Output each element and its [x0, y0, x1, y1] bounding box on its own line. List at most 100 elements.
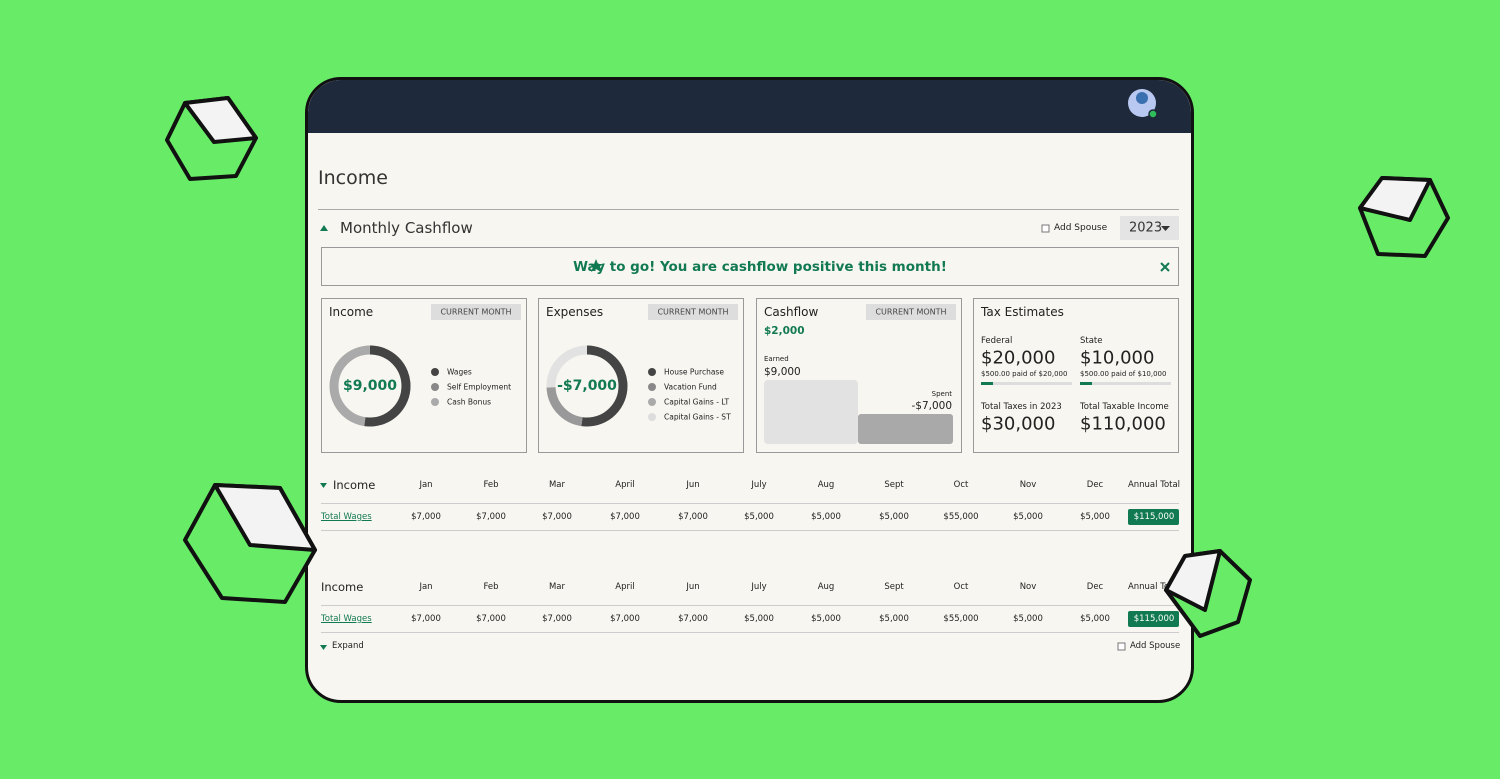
cell: $7,000 [678, 614, 708, 624]
total-label: Total Taxes in 2023 [981, 402, 1062, 412]
cell: $5,000 [811, 614, 841, 624]
card [756, 298, 962, 453]
column-header: Mar [548, 480, 566, 490]
column-header: July [751, 582, 767, 592]
page-title: Income [318, 167, 388, 189]
column-header: Oct [953, 582, 969, 592]
legend-dot [431, 383, 439, 391]
filter-label[interactable]: CURRENT MONTH [440, 307, 512, 317]
banner [321, 247, 1179, 286]
column-header: Feb [483, 582, 499, 592]
column-header: Aug [817, 582, 835, 592]
card [973, 298, 1179, 453]
filter-label[interactable]: CURRENT MONTH [657, 307, 729, 317]
column-header: Dec [1086, 582, 1104, 592]
cell: $5,000 [744, 512, 774, 522]
cell: $55,000 [943, 614, 979, 624]
tax-value: $10,000 [1080, 347, 1155, 369]
legend-dot [648, 368, 656, 376]
card-title: Income [329, 305, 374, 319]
column-header: Sept [884, 582, 904, 592]
total-label: Total Taxable Income [1080, 402, 1169, 412]
legend-dot [648, 398, 656, 406]
column-header: Feb [483, 480, 499, 490]
column-header: July [751, 480, 767, 490]
divider [318, 209, 1179, 210]
row-line [321, 632, 1179, 633]
cell: $5,000 [1080, 614, 1110, 624]
column-header: Jun [686, 480, 700, 490]
checkbox-label[interactable]: Add Spouse [1054, 223, 1108, 233]
card-title: Expenses [546, 305, 604, 319]
cell: $5,000 [1013, 614, 1043, 624]
cell: $55,000 [943, 512, 979, 522]
cell: $7,000 [610, 512, 640, 522]
row-label[interactable]: Total Wages [321, 512, 372, 522]
year[interactable]: 2023 [1129, 220, 1163, 236]
total-badge [1128, 509, 1179, 525]
cell: $7,000 [542, 512, 572, 522]
legend-label: Capital Gains - LT [664, 397, 730, 407]
card [321, 298, 527, 453]
earned-value: $9,000 [764, 366, 801, 378]
banner-text: Way to go! You are cashflow positive thi… [573, 259, 947, 275]
cell: $7,000 [476, 614, 506, 624]
legend-dot [431, 398, 439, 406]
column-header: April [615, 582, 635, 592]
column-header: Jan [419, 582, 433, 592]
earned-label: Earned [764, 355, 789, 363]
cell: $5,000 [879, 512, 909, 522]
section-title[interactable]: Monthly Cashflow [340, 219, 473, 237]
annual-total: $115,000 [1133, 512, 1175, 522]
column-header: Nov [1019, 480, 1037, 490]
filter [866, 304, 956, 320]
top-bar [308, 80, 1191, 133]
column-header: Oct [953, 480, 969, 490]
column-header: Sept [884, 480, 904, 490]
cell: $7,000 [476, 512, 506, 522]
total-value: $30,000 [981, 413, 1056, 435]
legend-dot [431, 368, 439, 376]
filter-label[interactable]: CURRENT MONTH [875, 307, 947, 317]
column-header: Nov [1019, 582, 1037, 592]
cell: $5,000 [1013, 512, 1043, 522]
row-line [321, 503, 1179, 504]
cell: $5,000 [879, 614, 909, 624]
cell: $5,000 [1080, 512, 1110, 522]
cell: $7,000 [411, 614, 441, 624]
legend-dot [648, 383, 656, 391]
legend-label: Capital Gains - ST [664, 412, 731, 422]
cell: $5,000 [811, 512, 841, 522]
spent-value: -$7,000 [911, 400, 952, 412]
legend-label: Wages [447, 367, 472, 377]
row-line [321, 605, 1179, 606]
tax-note: $500.00 paid of $20,000 [981, 370, 1068, 378]
tax-value: $20,000 [981, 347, 1056, 369]
tax-label: Federal [981, 336, 1013, 346]
tax-label: State [1080, 336, 1103, 346]
column-header: Mar [548, 582, 566, 592]
legend-label: Cash Bonus [447, 397, 492, 407]
row-label[interactable]: Total Wages [321, 614, 372, 624]
table-title: Income [321, 580, 364, 594]
legend-dot [648, 413, 656, 421]
filter [648, 304, 738, 320]
filter [431, 304, 521, 320]
card [538, 298, 744, 453]
cashflow-value: $2,000 [764, 325, 805, 337]
legend-label: Self Employment [447, 382, 512, 392]
legend-label: House Purchase [664, 367, 724, 377]
column-header: Annual Total [1127, 582, 1181, 592]
cell: $7,000 [610, 614, 640, 624]
checkbox-label[interactable]: Add Spouse [1130, 641, 1181, 651]
app-window [305, 77, 1194, 703]
expand[interactable]: Expand [332, 641, 364, 651]
card-title: Cashflow [764, 305, 819, 319]
cell: $7,000 [411, 512, 441, 522]
column-header: Annual Total [1127, 480, 1181, 490]
cell: $5,000 [744, 614, 774, 624]
total-value: $110,000 [1080, 413, 1166, 435]
annual-total: $115,000 [1133, 614, 1175, 624]
donut-value: -$7,000 [557, 378, 617, 394]
